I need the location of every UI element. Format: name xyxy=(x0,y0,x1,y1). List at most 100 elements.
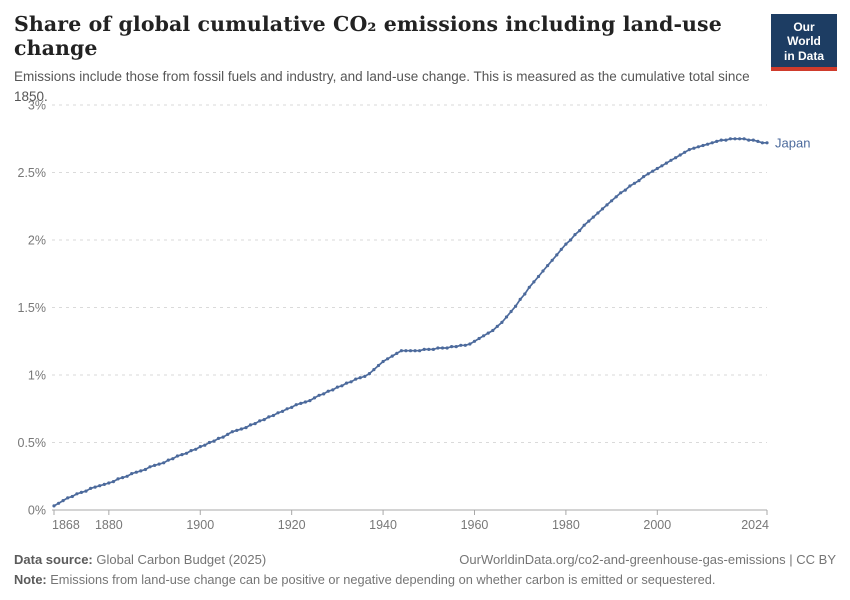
series-japan-label[interactable]: Japan xyxy=(775,135,810,150)
data-point-marker xyxy=(271,413,275,418)
data-point-marker xyxy=(765,141,769,145)
data-point-marker xyxy=(189,449,193,453)
data-point-marker xyxy=(148,465,152,469)
note-value: Emissions from land-use change can be po… xyxy=(46,572,716,587)
line-path xyxy=(53,137,767,507)
data-point-marker xyxy=(230,430,234,434)
data-point-marker xyxy=(760,141,765,145)
data-point-marker xyxy=(468,342,472,346)
data-point-marker xyxy=(253,422,257,426)
data-point-marker xyxy=(463,343,467,347)
data-point-marker xyxy=(450,345,454,349)
data-point-marker xyxy=(130,472,134,476)
data-point-marker xyxy=(710,141,714,145)
data-point-marker xyxy=(312,396,317,400)
data-point-marker xyxy=(696,145,701,149)
data-point-marker xyxy=(719,138,723,142)
x-axis-tick-label: 2000 xyxy=(643,518,671,532)
footer-note-row: Note: Emissions from land-use change can… xyxy=(14,572,836,587)
data-point-marker xyxy=(431,347,435,351)
y-axis-tick-label: 2% xyxy=(28,234,46,248)
chart-title: Share of global cumulative CO₂ emissions… xyxy=(14,12,722,60)
data-point-marker xyxy=(322,392,326,396)
data-point-marker xyxy=(614,195,618,199)
data-point-marker xyxy=(527,285,531,289)
data-point-marker xyxy=(258,419,262,423)
attribution-link[interactable]: OurWorldinData.org/co2-and-greenhouse-ga… xyxy=(459,552,836,567)
data-point-marker xyxy=(70,494,74,499)
data-point-marker xyxy=(491,328,495,333)
data-point-marker xyxy=(376,363,381,368)
data-point-marker xyxy=(678,153,682,157)
data-point-marker xyxy=(514,304,518,308)
series-japan-line[interactable] xyxy=(52,137,769,508)
data-point-marker xyxy=(440,346,445,350)
data-point-marker xyxy=(216,436,221,440)
data-point-marker xyxy=(587,219,591,223)
data-point-marker xyxy=(674,156,678,160)
data-point-marker xyxy=(390,354,394,358)
data-point-marker xyxy=(125,474,129,478)
data-point-marker xyxy=(372,368,376,372)
owid-logo-line2: in Data xyxy=(783,48,824,63)
data-point-marker xyxy=(386,357,390,361)
data-point-marker xyxy=(578,229,582,233)
data-point-marker xyxy=(596,211,600,215)
data-point-marker xyxy=(93,485,97,489)
x-axis-tick-label: 1900 xyxy=(186,518,214,532)
data-point-marker xyxy=(194,447,198,451)
y-axis-tick-label: 2.5% xyxy=(18,166,47,180)
chart-footer: Data source: Global Carbon Budget (2025)… xyxy=(14,552,836,587)
x-axis-tick-label: 1880 xyxy=(95,518,123,532)
data-point-marker xyxy=(267,415,271,419)
data-point-marker xyxy=(335,385,339,389)
data-point-marker xyxy=(486,331,490,335)
data-point-marker xyxy=(591,215,595,219)
chart-plot-area: 0% 0.5% 1% 1.5% 2% 2.5% 3% 1868 1880 1900 1920 1940… xyxy=(18,99,811,533)
data-point-marker xyxy=(692,146,696,150)
data-point-marker xyxy=(340,384,344,388)
data-point-marker xyxy=(408,349,413,353)
data-point-marker xyxy=(509,309,513,314)
data-point-marker xyxy=(532,280,536,284)
data-point-marker xyxy=(153,463,157,467)
data-point-marker xyxy=(57,501,61,505)
data-point-marker xyxy=(331,388,335,392)
chart-header: Share of global cumulative CO₂ emissions… xyxy=(14,12,760,106)
data-point-marker xyxy=(175,454,179,458)
data-point-marker xyxy=(157,462,161,466)
data-point-marker xyxy=(139,469,143,473)
data-point-marker xyxy=(98,484,102,488)
data-point-marker xyxy=(180,453,184,457)
owid-logo[interactable]: Our World in Data xyxy=(771,14,837,72)
data-point-marker xyxy=(111,480,115,484)
data-point-marker xyxy=(244,426,248,430)
data-point-marker xyxy=(541,269,545,273)
data-point-marker xyxy=(308,399,312,403)
data-point-marker xyxy=(404,349,408,353)
data-point-marker xyxy=(747,138,751,142)
data-point-marker xyxy=(660,164,664,168)
note-label: Note: xyxy=(14,572,47,587)
data-point-marker xyxy=(564,242,568,246)
data-point-marker xyxy=(500,320,504,324)
data-point-marker xyxy=(203,443,207,447)
data-point-marker xyxy=(422,347,426,351)
data-point-marker xyxy=(687,148,691,152)
x-axis-tick-label: 1868 xyxy=(52,518,80,532)
y-axis-tick-label: 3% xyxy=(28,99,46,113)
data-point-marker xyxy=(436,346,440,350)
data-point-marker xyxy=(573,233,577,237)
data-point-marker xyxy=(198,445,202,449)
data-point-marker xyxy=(354,377,358,381)
data-point-marker xyxy=(418,349,422,353)
data-point-marker xyxy=(724,138,728,142)
data-point-marker xyxy=(285,407,289,411)
data-point-marker xyxy=(642,175,646,179)
data-point-marker xyxy=(459,343,463,347)
data-source-value: Global Carbon Budget (2025) xyxy=(92,552,267,567)
data-point-marker xyxy=(655,166,659,171)
data-point-marker xyxy=(582,223,586,227)
data-point-marker xyxy=(472,339,477,343)
